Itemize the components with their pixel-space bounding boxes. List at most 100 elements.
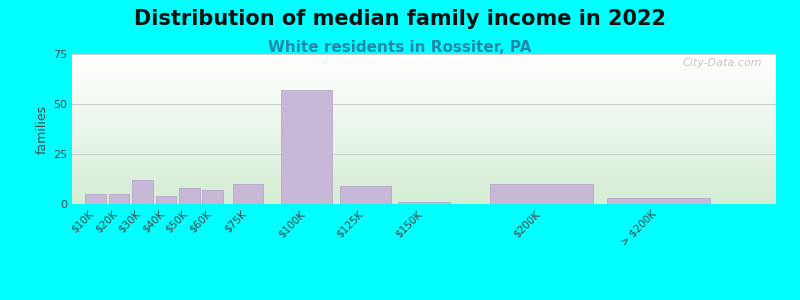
Bar <box>72 172 776 173</box>
Bar <box>72 54 776 55</box>
Bar <box>72 72 776 73</box>
Bar <box>72 157 776 158</box>
Bar <box>72 146 776 147</box>
Bar <box>72 103 776 104</box>
Bar <box>72 109 776 110</box>
Bar <box>607 198 710 204</box>
Bar <box>72 173 776 174</box>
Bar <box>72 165 776 166</box>
Bar <box>155 196 176 204</box>
Bar <box>72 196 776 197</box>
Bar <box>72 143 776 144</box>
Bar <box>72 201 776 202</box>
Bar <box>72 181 776 182</box>
Bar <box>72 115 776 116</box>
Bar <box>72 166 776 167</box>
Bar <box>72 118 776 119</box>
Bar <box>72 139 776 140</box>
Bar <box>72 95 776 96</box>
Bar <box>339 186 391 204</box>
Bar <box>72 126 776 127</box>
Bar <box>72 190 776 191</box>
Bar <box>233 184 263 204</box>
Bar <box>72 58 776 59</box>
Bar <box>72 167 776 168</box>
Bar <box>72 162 776 163</box>
Bar <box>72 117 776 118</box>
Bar <box>72 56 776 57</box>
Bar <box>72 176 776 177</box>
Bar <box>72 90 776 91</box>
Bar <box>72 82 776 83</box>
Bar <box>72 137 776 138</box>
Bar <box>72 152 776 153</box>
Bar <box>72 202 776 203</box>
Bar <box>72 112 776 113</box>
Bar <box>72 131 776 132</box>
Bar <box>72 114 776 115</box>
Bar <box>72 161 776 162</box>
Bar <box>72 199 776 200</box>
Bar <box>72 128 776 129</box>
Bar <box>72 64 776 65</box>
Bar <box>72 62 776 63</box>
Y-axis label: families: families <box>36 104 49 154</box>
Bar <box>202 190 223 204</box>
Bar <box>72 78 776 79</box>
Bar <box>72 124 776 125</box>
Bar <box>72 121 776 122</box>
Bar <box>72 66 776 67</box>
Bar <box>72 184 776 185</box>
Bar <box>72 159 776 160</box>
Bar <box>72 133 776 134</box>
Bar <box>72 145 776 146</box>
Text: City-Data.com: City-Data.com <box>682 58 762 68</box>
Bar <box>72 160 776 161</box>
Bar <box>72 186 776 187</box>
Bar <box>132 180 153 204</box>
Bar <box>72 134 776 135</box>
Bar <box>72 59 776 60</box>
Bar <box>72 169 776 170</box>
Bar <box>72 85 776 86</box>
Bar <box>72 200 776 201</box>
Bar <box>72 65 776 66</box>
Bar <box>490 184 593 204</box>
Bar <box>72 98 776 99</box>
Bar <box>72 197 776 198</box>
Bar <box>72 191 776 192</box>
Bar <box>72 86 776 87</box>
Bar <box>72 189 776 190</box>
Bar <box>72 144 776 145</box>
Bar <box>72 68 776 69</box>
Bar <box>72 57 776 58</box>
Bar <box>85 194 106 204</box>
Bar <box>72 99 776 100</box>
Bar <box>72 149 776 150</box>
Bar <box>72 153 776 154</box>
Bar <box>72 81 776 82</box>
Bar <box>72 61 776 62</box>
Bar <box>72 94 776 95</box>
Bar <box>72 116 776 117</box>
Bar <box>72 156 776 157</box>
Bar <box>72 195 776 196</box>
Bar <box>72 125 776 126</box>
Bar <box>72 75 776 76</box>
Bar <box>72 73 776 74</box>
Bar <box>72 127 776 128</box>
Bar <box>72 194 776 195</box>
Bar <box>72 91 776 92</box>
Bar <box>72 97 776 98</box>
Bar <box>72 175 776 176</box>
Bar <box>72 80 776 81</box>
Bar <box>72 142 776 143</box>
Bar <box>72 202 776 203</box>
Bar <box>72 89 776 90</box>
Bar <box>72 102 776 103</box>
Bar <box>72 164 776 165</box>
Bar <box>72 178 776 179</box>
Bar <box>72 151 776 152</box>
Bar <box>72 107 776 108</box>
Bar <box>72 60 776 61</box>
